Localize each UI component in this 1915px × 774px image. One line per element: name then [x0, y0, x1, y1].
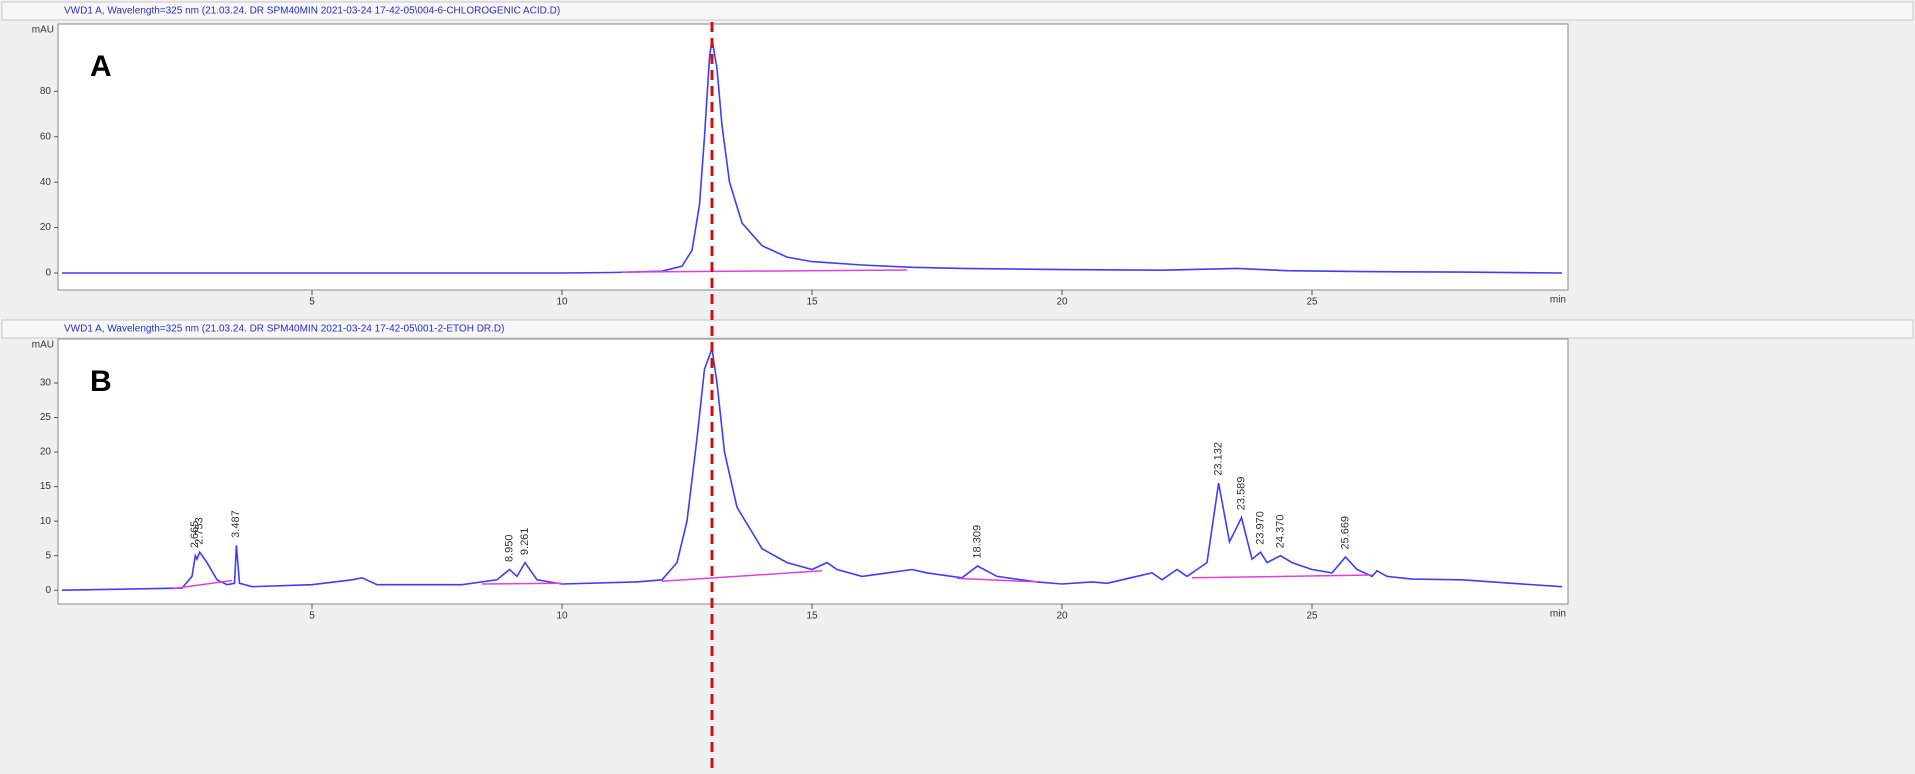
panel-label: A: [90, 50, 112, 83]
y-tick-label: 5: [45, 550, 51, 561]
header-bar: [1, 319, 1914, 339]
integration-baseline: [621, 269, 908, 273]
y-axis-label: mAU: [32, 25, 54, 36]
y-tick-label: 10: [40, 516, 52, 527]
header: VWD1 A, Wavelength=325 nm (21.03.24. DR …: [64, 6, 560, 17]
x-tick-label: 15: [806, 611, 818, 622]
x-tick-label: 5: [309, 611, 315, 622]
x-tick-label: 5: [309, 297, 315, 308]
x-tick-label: 20: [1056, 611, 1068, 622]
peak-label: 23.970: [1254, 511, 1266, 545]
y-tick-label: 20: [40, 222, 52, 233]
y-tick-label: 30: [40, 378, 52, 389]
peak-label: 2.665: [189, 521, 201, 549]
y-tick-label: 60: [40, 131, 52, 142]
header: VWD1 A, Wavelength=325 nm (21.03.24. DR …: [64, 324, 504, 335]
peak-label: 23.132: [1213, 442, 1225, 476]
plot-area: [57, 23, 1569, 291]
signal-line: [61, 348, 1563, 591]
x-axis-label: min: [1550, 295, 1566, 306]
peak-label: 8.950: [503, 534, 515, 562]
y-tick-label: 0: [45, 268, 51, 279]
y-tick-label: 20: [40, 447, 52, 458]
signal-line: [62, 38, 1563, 274]
y-tick-label: 15: [40, 481, 52, 492]
x-tick-label: 25: [1306, 297, 1318, 308]
header-bar: [1, 1, 1914, 21]
y-tick-label: 80: [40, 86, 52, 97]
x-tick-label: 15: [806, 297, 818, 308]
y-tick-label: 0: [45, 585, 51, 596]
peak-label: 9.261: [519, 528, 531, 556]
integration-baseline: [171, 570, 1373, 590]
plot-area: [57, 338, 1569, 605]
y-axis-label: mAU: [32, 340, 54, 351]
x-axis-label: min: [1550, 609, 1566, 620]
x-tick-label: 10: [556, 611, 568, 622]
peak-label: 2.753: [194, 517, 206, 545]
peak-label: 25.669: [1339, 516, 1351, 550]
y-tick-label: 25: [40, 412, 52, 423]
x-tick-label: 10: [556, 297, 568, 308]
peak-label: 23.589: [1235, 477, 1247, 511]
peak-label: 3.487: [230, 510, 242, 538]
panel-label: B: [90, 365, 112, 398]
x-tick-label: 20: [1056, 297, 1068, 308]
x-tick-label: 25: [1306, 611, 1318, 622]
peak-label: 18.309: [971, 525, 983, 559]
y-tick-label: 40: [40, 177, 52, 188]
peak-label: 24.370: [1274, 515, 1286, 549]
